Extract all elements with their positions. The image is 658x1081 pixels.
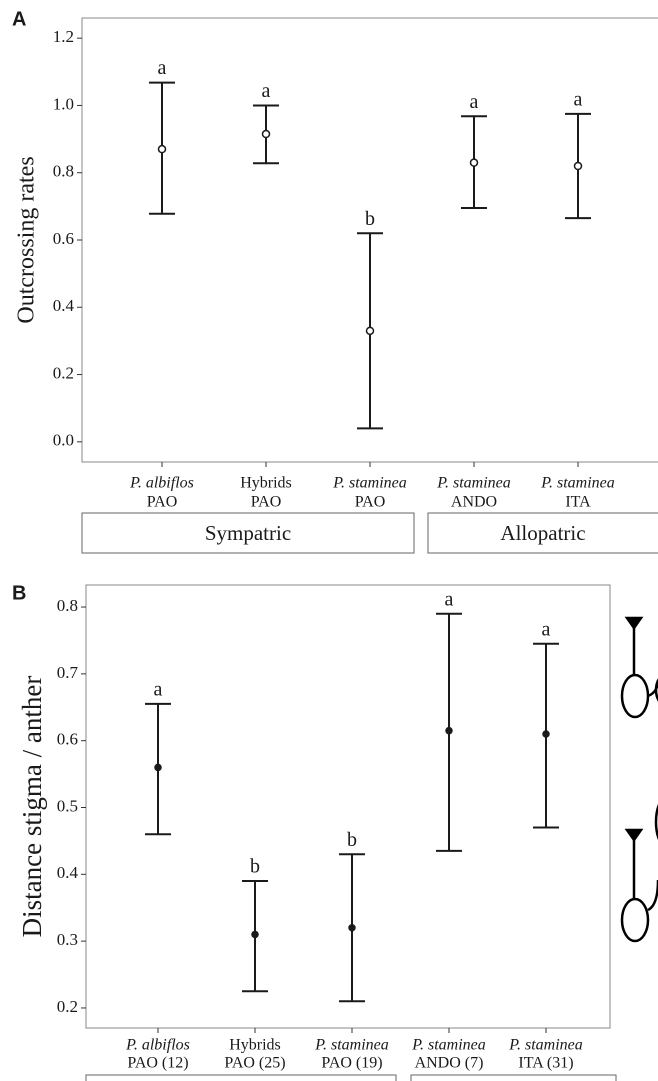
y-tick-label: 0.6	[57, 730, 78, 749]
x-tick-label: P. staminea	[436, 475, 510, 492]
significance-letter: a	[262, 80, 271, 102]
x-tick-label: P. staminea	[508, 1037, 582, 1054]
y-tick-label: 0.2	[57, 997, 78, 1016]
y-tick-label: 0.7	[57, 663, 79, 682]
x-tick-label: ANDO (7)	[415, 1055, 484, 1072]
x-tick-label: PAO	[147, 494, 178, 511]
x-tick-label: Hybrids	[229, 1037, 281, 1054]
panel-label: B	[12, 582, 26, 604]
y-axis-title: Outcrossing rates	[14, 156, 40, 323]
mean-point	[445, 726, 453, 735]
x-tick-label: Hybrids	[240, 475, 292, 492]
x-tick-label: P. staminea	[540, 475, 614, 492]
y-tick-label: 0.4	[53, 296, 75, 315]
mean-point	[365, 326, 375, 336]
significance-letter: a	[158, 57, 167, 79]
y-tick-label: 0.3	[57, 930, 78, 949]
x-tick-label: PAO (25)	[224, 1055, 285, 1072]
y-tick-label: 0.8	[57, 596, 78, 615]
x-tick-label: PAO (12)	[127, 1055, 188, 1072]
y-axis-title: Distance stigma / anther	[17, 676, 47, 938]
mean-point	[251, 930, 259, 939]
x-tick-label: P. staminea	[411, 1037, 485, 1054]
x-tick-label: PAO (19)	[321, 1055, 382, 1072]
x-tick-label: ITA	[565, 494, 591, 511]
group-label: Allopatric	[500, 521, 585, 545]
group-label: Sympatric	[205, 521, 291, 545]
flower-icons	[620, 616, 658, 943]
significance-letter: a	[542, 618, 551, 640]
y-tick-label: 0.4	[57, 863, 79, 882]
group-box	[410, 1074, 617, 1081]
y-tick-label: 0.6	[53, 229, 74, 248]
group-box	[427, 512, 658, 554]
y-tick-label: 0.8	[53, 162, 74, 181]
significance-letter: a	[470, 91, 479, 113]
y-tick-label: 1.2	[53, 27, 74, 46]
x-tick-label: P. albiflos	[125, 1037, 190, 1054]
significance-letter: b	[365, 208, 375, 230]
mean-point	[542, 730, 550, 738]
panel-label: A	[12, 8, 26, 30]
x-tick-label: PAO	[251, 494, 282, 511]
mean-point	[154, 763, 162, 772]
plot-frame	[85, 584, 611, 1029]
x-tick-label: P. staminea	[314, 1037, 388, 1054]
mean-point	[157, 144, 167, 154]
mean-point	[469, 158, 479, 167]
group-box	[81, 512, 415, 554]
x-tick-label: PAO	[355, 494, 386, 511]
significance-letter: b	[347, 829, 357, 851]
y-tick-label: 0.5	[57, 796, 78, 815]
y-tick-label: 0.0	[53, 431, 74, 450]
significance-letter: a	[445, 588, 454, 610]
significance-letter: a	[574, 88, 583, 110]
y-tick-label: 1.0	[53, 94, 74, 113]
y-tick-label: 0.2	[53, 363, 74, 382]
x-tick-label: ITA (31)	[518, 1055, 573, 1072]
group-box	[85, 1074, 397, 1081]
x-tick-label: P. albiflos	[129, 475, 194, 492]
x-tick-label: P. staminea	[332, 475, 406, 492]
significance-letter: a	[154, 679, 163, 701]
mean-point	[573, 161, 583, 171]
mean-point	[348, 924, 356, 932]
x-tick-label: ANDO	[451, 494, 497, 511]
significance-letter: b	[250, 856, 260, 878]
mean-point	[261, 129, 271, 139]
